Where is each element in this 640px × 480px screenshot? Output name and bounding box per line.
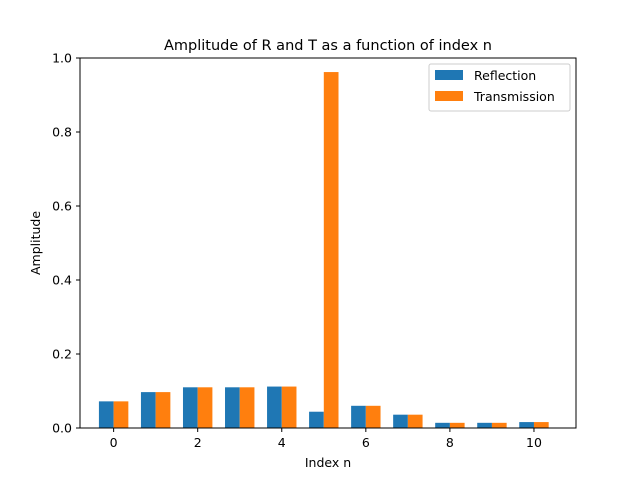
bar-transmission-5 (323, 72, 339, 428)
bar-reflection-4 (267, 386, 282, 428)
bar-reflection-6 (351, 405, 366, 428)
bar-transmission-6 (365, 405, 381, 428)
bar-transmission-0 (113, 401, 129, 428)
y-tick-label: 0.8 (52, 125, 72, 140)
x-tick-label: 10 (526, 435, 542, 450)
bar-transmission-4 (281, 386, 297, 428)
legend-label-transmission: Transmission (473, 89, 555, 104)
bar-reflection-9 (477, 422, 492, 428)
y-tick-label: 0.4 (52, 273, 72, 288)
bar-reflection-3 (225, 387, 240, 428)
x-tick-label: 8 (446, 435, 454, 450)
bar-transmission-8 (449, 422, 465, 428)
bar-transmission-10 (533, 422, 549, 428)
y-axis-label: Amplitude (28, 211, 43, 275)
y-tick-label: 0.2 (52, 347, 72, 362)
y-tick-label: 0.6 (52, 199, 72, 214)
bar-reflection-7 (393, 414, 408, 428)
bar-transmission-3 (239, 387, 255, 428)
legend-swatch-reflection (435, 70, 463, 80)
y-tick-label: 0.0 (52, 421, 72, 436)
bar-transmission-7 (407, 414, 423, 428)
x-tick-label: 0 (110, 435, 118, 450)
legend-box (428, 63, 571, 112)
legend-label-reflection: Reflection (474, 68, 536, 83)
bar-reflection-5 (309, 411, 324, 428)
bar-reflection-0 (98, 401, 114, 428)
y-axis: 0.0 0.2 0.4 0.6 0.8 1.0 (52, 51, 80, 436)
chart-title: Amplitude of R and T as a function of in… (164, 38, 492, 54)
bar-reflection-1 (140, 392, 156, 428)
x-axis: 0 2 4 6 8 10 (110, 428, 542, 450)
legend-swatch-transmission (435, 91, 463, 101)
x-tick-label: 6 (362, 435, 370, 450)
bar-transmission-9 (491, 422, 507, 428)
bar-reflection-8 (435, 422, 450, 428)
bar-reflection-2 (182, 387, 198, 428)
x-axis-label: Index n (305, 455, 351, 470)
legend: Reflection Transmission (428, 63, 571, 112)
bar-transmission-1 (155, 392, 171, 428)
bar-reflection-10 (519, 422, 534, 428)
y-tick-label: 1.0 (52, 51, 72, 66)
bars-layer (98, 72, 549, 428)
bar-transmission-2 (197, 387, 213, 428)
x-tick-label: 2 (194, 435, 202, 450)
plot-frame (79, 57, 577, 429)
x-tick-label: 4 (278, 435, 286, 450)
